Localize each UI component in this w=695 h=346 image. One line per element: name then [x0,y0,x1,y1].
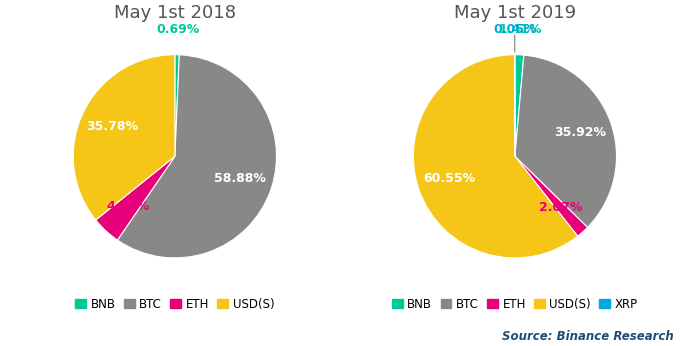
Text: 0.69%: 0.69% [156,23,199,36]
Wedge shape [515,55,616,227]
Text: 4.65%: 4.65% [106,200,149,213]
Title: May 1st 2018: May 1st 2018 [114,4,236,22]
Wedge shape [414,55,578,258]
Text: 35.92%: 35.92% [554,126,606,139]
Text: 1.41%: 1.41% [499,23,542,36]
Legend: BNB, BTC, ETH, USD(S), XRP: BNB, BTC, ETH, USD(S), XRP [387,293,642,316]
Text: Source: Binance Research: Source: Binance Research [502,329,674,343]
Wedge shape [73,55,175,220]
Text: 2.07%: 2.07% [539,201,583,214]
Text: 58.88%: 58.88% [215,172,266,185]
Wedge shape [175,55,179,156]
Wedge shape [515,156,587,236]
Wedge shape [515,55,524,156]
Wedge shape [117,55,277,258]
Text: 0.05%: 0.05% [493,23,537,36]
Wedge shape [96,156,175,240]
Title: May 1st 2019: May 1st 2019 [454,4,576,22]
Text: 60.55%: 60.55% [423,173,475,185]
Legend: BNB, BTC, ETH, USD(S): BNB, BTC, ETH, USD(S) [71,293,279,316]
Text: 35.78%: 35.78% [87,120,138,133]
